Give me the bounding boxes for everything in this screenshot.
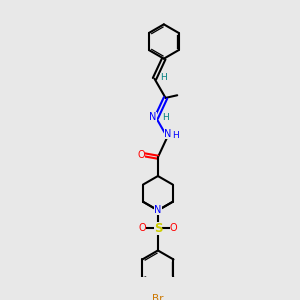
Text: H: H (160, 73, 167, 82)
Text: O: O (169, 223, 177, 233)
Text: O: O (137, 150, 145, 160)
Text: O: O (139, 223, 146, 233)
Text: Br: Br (152, 294, 164, 300)
Text: N: N (154, 205, 162, 215)
Text: H: H (172, 131, 178, 140)
Text: H: H (162, 113, 168, 122)
Text: S: S (154, 222, 162, 235)
Text: N: N (164, 129, 171, 139)
Text: N: N (149, 112, 157, 122)
